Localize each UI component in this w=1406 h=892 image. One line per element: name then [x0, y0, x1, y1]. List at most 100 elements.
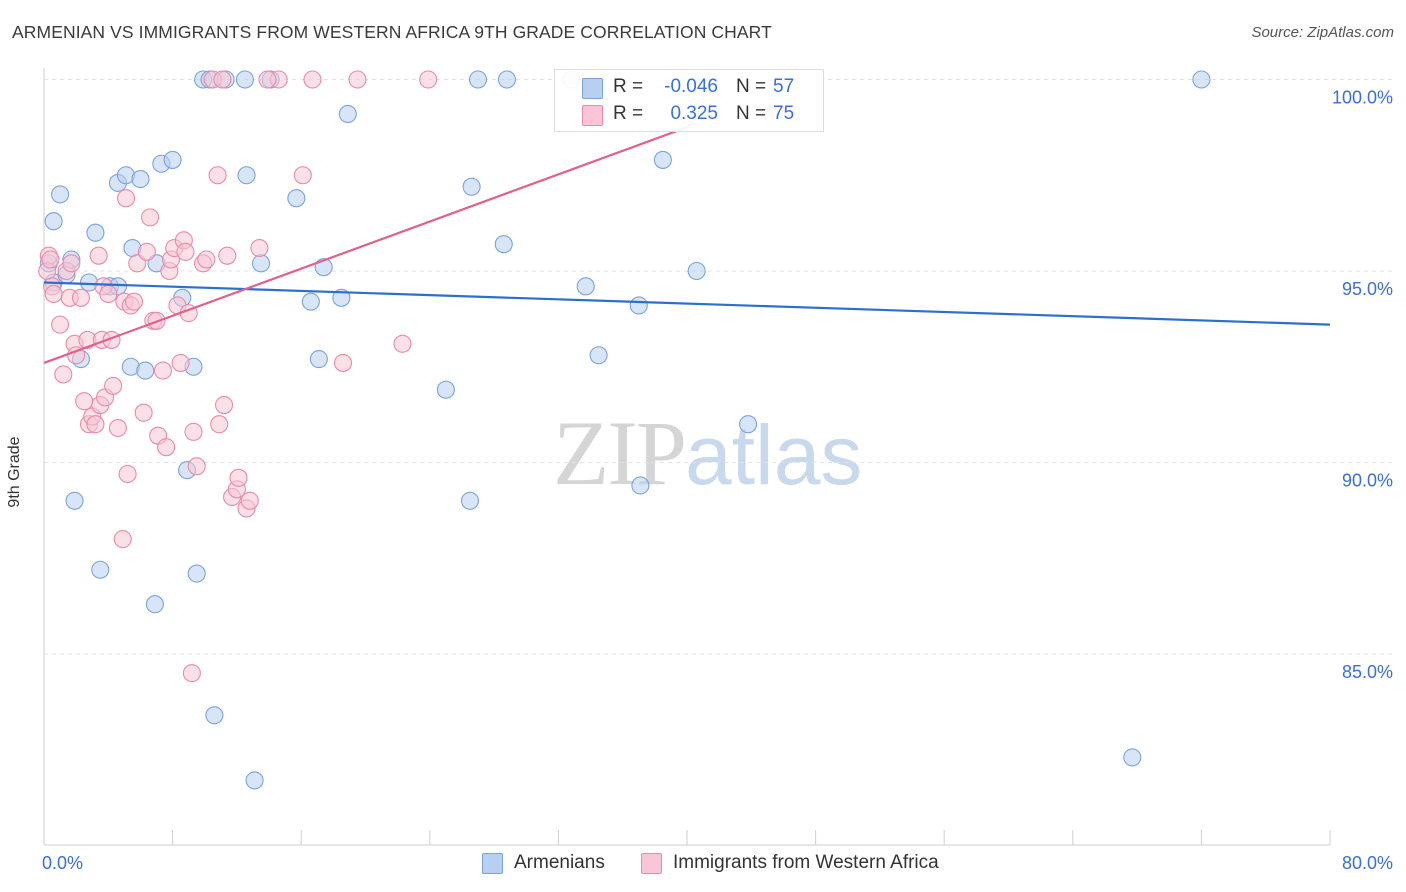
western-africa-point — [86, 415, 105, 434]
western-africa-point — [171, 353, 190, 372]
armenians-point — [301, 292, 320, 311]
western-africa-point — [333, 353, 353, 372]
western-africa-point — [54, 365, 73, 384]
armenians-point — [631, 476, 650, 495]
armenians-point — [332, 288, 351, 307]
western-africa-point — [258, 70, 277, 89]
western-africa-point — [99, 284, 118, 304]
western-africa-point — [108, 418, 127, 438]
legend-row-western-africa: R = 0.325 N = 75 — [555, 102, 823, 128]
western-africa-point — [89, 246, 108, 265]
western-africa-point — [250, 238, 269, 258]
western-africa-point — [104, 376, 123, 395]
legend-n-label: N = — [736, 103, 767, 124]
y-tick-label: 100.0% — [1332, 88, 1393, 108]
armenians-point — [245, 771, 264, 790]
watermark-zip: ZIP — [553, 402, 687, 504]
armenians-point — [629, 296, 648, 315]
western-africa-point — [141, 208, 160, 227]
y-tick-label: 85.0% — [1342, 662, 1393, 682]
western-africa-trend-line — [43, 124, 693, 364]
armenians-point — [44, 212, 63, 231]
armenians-point — [1192, 70, 1211, 89]
bottom-legend: Armenians Immigrants from Western Africa — [0, 852, 1406, 878]
legend-n-label: N = — [736, 76, 767, 97]
chart-title: ARMENIAN VS IMMIGRANTS FROM WESTERN AFRI… — [12, 22, 772, 42]
armenians-point — [235, 70, 254, 89]
armenians-point — [739, 415, 758, 434]
armenians-point — [51, 185, 70, 204]
armenians-point — [338, 104, 357, 124]
western-africa-point — [118, 464, 137, 484]
western-africa-point — [197, 250, 216, 269]
x-tick-label: 0.0% — [42, 853, 83, 873]
armenians-point — [187, 564, 206, 583]
armenians-point — [462, 177, 481, 196]
western-africa-point — [153, 361, 173, 380]
western-africa-point — [71, 288, 91, 307]
western-africa-point — [218, 246, 237, 265]
armenians-point — [436, 380, 455, 399]
western-africa-point — [240, 491, 259, 510]
legend-swatch-pink — [641, 853, 662, 874]
armenians-point — [687, 261, 706, 281]
legend-swatch-blue — [482, 853, 503, 874]
armenians-point — [460, 491, 480, 510]
legend: R = -0.046 N = 57 R = 0.325 N = 75 — [554, 69, 824, 132]
armenians-trend-line — [43, 281, 1331, 326]
armenians-point — [91, 560, 110, 579]
legend-n-value: 57 — [773, 76, 795, 97]
legend-n-value: 75 — [773, 103, 795, 124]
western-africa-point — [62, 254, 81, 273]
armenians-point — [1123, 748, 1142, 767]
western-africa-point — [137, 242, 156, 261]
watermark: ZIPatlas — [553, 400, 862, 506]
armenians-point — [468, 70, 488, 89]
western-africa-point — [208, 166, 227, 185]
western-africa-point — [348, 70, 367, 89]
western-africa-point — [176, 242, 195, 261]
y-tick-label: 95.0% — [1342, 279, 1393, 299]
western-africa-point — [75, 392, 94, 411]
armenians-point — [287, 189, 306, 208]
x-tick-label: 80.0% — [1342, 853, 1393, 873]
armenians-point — [131, 170, 150, 189]
legend-r-value: -0.046 — [664, 76, 718, 97]
armenians-point — [136, 361, 155, 380]
armenians-point — [251, 254, 271, 273]
legend-r-value: 0.325 — [670, 103, 718, 124]
armenians-point — [494, 235, 513, 254]
armenians-point — [163, 150, 182, 169]
legend-r-label: R = — [613, 103, 644, 124]
western-africa-point — [182, 664, 201, 683]
legend-swatch-blue — [582, 78, 603, 99]
western-africa-point — [124, 292, 144, 311]
bottom-legend-label: Immigrants from Western Africa — [673, 852, 939, 873]
bottom-legend-label: Armenians — [514, 852, 605, 873]
armenians-point — [237, 166, 256, 185]
y-tick-label: 90.0% — [1342, 471, 1393, 491]
armenians-point — [205, 706, 224, 725]
armenians-point — [497, 70, 517, 89]
western-africa-point — [134, 403, 153, 422]
western-africa-point — [214, 395, 234, 415]
western-africa-point — [187, 457, 206, 476]
armenians-point — [145, 595, 164, 614]
western-africa-point — [303, 70, 322, 89]
western-africa-point — [213, 70, 232, 89]
armenians-point — [309, 350, 328, 369]
western-africa-point — [419, 70, 438, 89]
western-africa-point — [51, 315, 70, 334]
western-africa-point — [229, 468, 248, 487]
western-africa-point — [41, 250, 60, 269]
western-africa-point — [184, 422, 203, 441]
western-africa-point — [393, 334, 412, 353]
western-africa-point — [210, 415, 229, 434]
legend-r-label: R = — [613, 76, 644, 97]
western-africa-point — [44, 284, 63, 304]
source-label: Source: ZipAtlas.com — [1251, 24, 1394, 41]
armenians-point — [65, 491, 84, 510]
armenians-point — [653, 150, 672, 169]
western-africa-point — [116, 189, 136, 208]
